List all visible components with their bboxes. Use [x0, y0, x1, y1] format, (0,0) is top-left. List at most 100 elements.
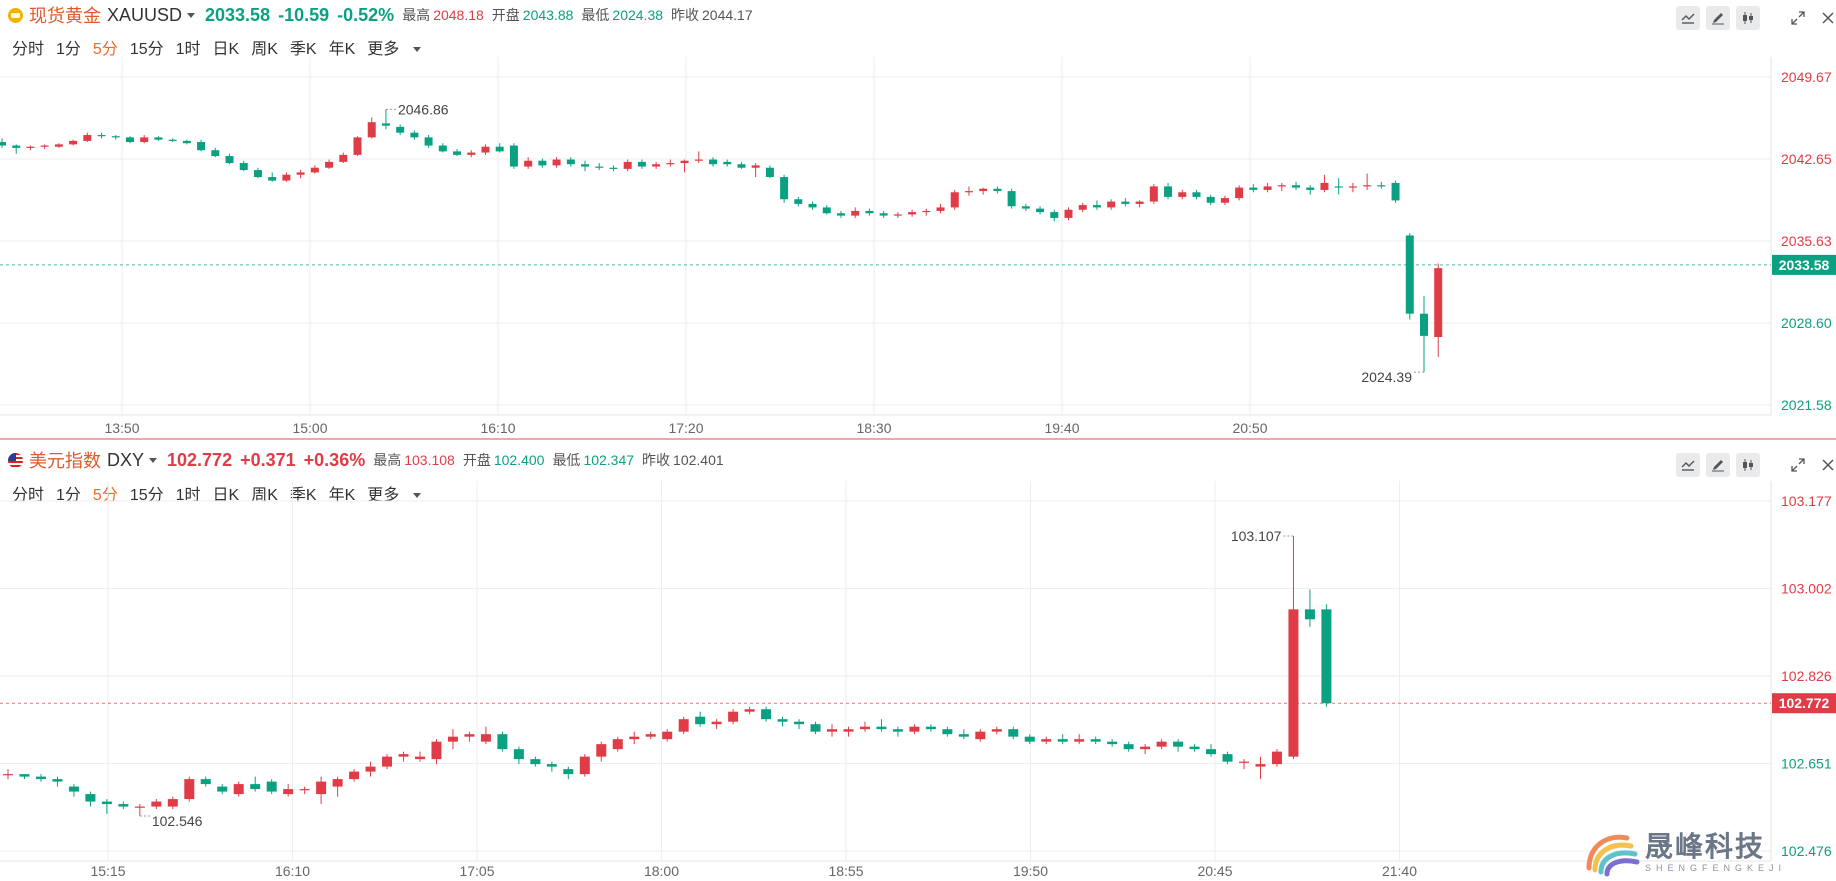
candle-body — [1239, 761, 1249, 763]
candle — [424, 135, 433, 148]
candle — [438, 143, 447, 153]
candle — [40, 144, 49, 150]
candle — [68, 784, 79, 797]
close-button[interactable] — [1816, 6, 1836, 30]
period-tab[interactable]: 年K — [328, 41, 356, 58]
candle-body — [1007, 191, 1016, 207]
period-tab[interactable]: 1分 — [56, 487, 81, 504]
pencil-icon — [1712, 13, 1724, 25]
period-tab[interactable]: 周K — [251, 41, 278, 58]
candle — [52, 776, 63, 787]
chart-toolbar — [1670, 453, 1836, 477]
gold-candlestick-chart[interactable]: 2049.67 2042.65 2035.63 2028.60 2021.58 13:50… — [0, 0, 1836, 438]
period-tab[interactable]: 分时 — [12, 41, 45, 58]
candle — [1348, 182, 1357, 193]
close-icon — [1822, 459, 1834, 471]
candle-body — [0, 142, 6, 146]
y-tick-label: 2042.65 — [1781, 151, 1832, 167]
chevron-down-icon[interactable] — [187, 12, 196, 18]
candle — [552, 157, 561, 168]
candle — [140, 135, 149, 144]
candle-body — [1235, 187, 1244, 199]
candle-body — [694, 159, 703, 161]
candle-body — [182, 140, 191, 144]
low-value: 2024.38 — [612, 7, 664, 23]
candle — [936, 203, 945, 214]
close-button[interactable] — [1816, 453, 1836, 477]
candle — [19, 774, 30, 780]
draw-tool-button[interactable] — [1706, 6, 1730, 30]
candle — [922, 208, 931, 216]
indicator-button[interactable] — [1676, 6, 1700, 30]
period-tab[interactable]: 15分 — [129, 41, 164, 58]
candle — [609, 165, 618, 172]
draw-tool-button[interactable] — [1706, 453, 1730, 477]
candle-body — [723, 161, 732, 165]
more-periods-dropdown[interactable]: 更多 — [367, 35, 433, 59]
candle-body — [794, 199, 803, 204]
high-label: 最高 — [373, 452, 402, 468]
candle — [1206, 744, 1217, 757]
period-tab[interactable]: 年K — [328, 487, 356, 504]
period-tab-active[interactable]: 5分 — [92, 487, 118, 504]
candle — [579, 754, 590, 777]
instrument-symbol[interactable]: DXY — [107, 449, 145, 470]
candle-body — [1220, 198, 1229, 203]
candle — [680, 159, 689, 173]
instrument-symbol[interactable]: XAUUSD — [107, 4, 183, 25]
candle-body — [851, 210, 860, 216]
candle-body — [1192, 192, 1201, 197]
candle-body — [922, 210, 931, 213]
candle-body — [979, 188, 988, 192]
candle — [1021, 203, 1030, 211]
instrument-name[interactable]: 美元指数 — [29, 451, 101, 471]
candle-body — [1156, 741, 1167, 747]
candle — [652, 161, 661, 169]
candle-body — [1334, 186, 1343, 188]
chart-type-button[interactable] — [1736, 6, 1760, 30]
period-tab[interactable]: 日K — [212, 41, 240, 58]
candle — [751, 163, 760, 178]
candle — [1121, 198, 1130, 207]
period-tab[interactable]: 日K — [212, 487, 240, 504]
candle — [1288, 535, 1299, 760]
candle-body — [1206, 749, 1217, 755]
candle-body — [794, 721, 805, 725]
y-tick-label: 2049.67 — [1781, 69, 1832, 85]
instrument-name[interactable]: 现货黄金 — [29, 6, 101, 26]
period-tab[interactable]: 季K — [289, 41, 317, 58]
candle — [35, 774, 46, 782]
candle — [1064, 207, 1073, 221]
period-tab[interactable]: 季K — [289, 487, 317, 504]
candle — [453, 149, 462, 157]
candle — [69, 139, 78, 146]
period-tab[interactable]: 分时 — [12, 487, 45, 504]
fullscreen-button[interactable] — [1786, 6, 1810, 30]
chart-type-button[interactable] — [1736, 453, 1760, 477]
candle-body — [1140, 746, 1151, 750]
candle-body — [225, 156, 234, 164]
candle-body — [780, 177, 789, 200]
candle-body — [35, 776, 46, 780]
candle — [979, 187, 988, 195]
more-periods-dropdown[interactable]: 更多 — [367, 481, 433, 505]
chevron-down-icon[interactable] — [149, 457, 158, 463]
candle — [1149, 184, 1158, 204]
period-tab[interactable]: 1分 — [56, 41, 81, 58]
y-tick-label: 102.826 — [1781, 668, 1832, 684]
period-tab[interactable]: 1时 — [175, 41, 201, 58]
candle — [1405, 233, 1414, 320]
indicator-button[interactable] — [1676, 453, 1700, 477]
fullscreen-button[interactable] — [1786, 453, 1810, 477]
period-tab[interactable]: 1时 — [175, 487, 201, 504]
period-tab[interactable]: 周K — [251, 487, 278, 504]
candle-body — [652, 164, 661, 167]
dxy-candlestick-chart[interactable]: 103.177 103.002 102.826 102.651 102.476 15:15… — [0, 445, 1836, 881]
period-tab[interactable]: 15分 — [129, 487, 164, 504]
candle-body — [495, 146, 504, 152]
period-tab-active[interactable]: 5分 — [92, 41, 118, 58]
candle-body — [509, 145, 518, 167]
expand-icon — [1791, 11, 1805, 25]
candle-body — [1222, 754, 1233, 762]
candle — [566, 157, 575, 167]
